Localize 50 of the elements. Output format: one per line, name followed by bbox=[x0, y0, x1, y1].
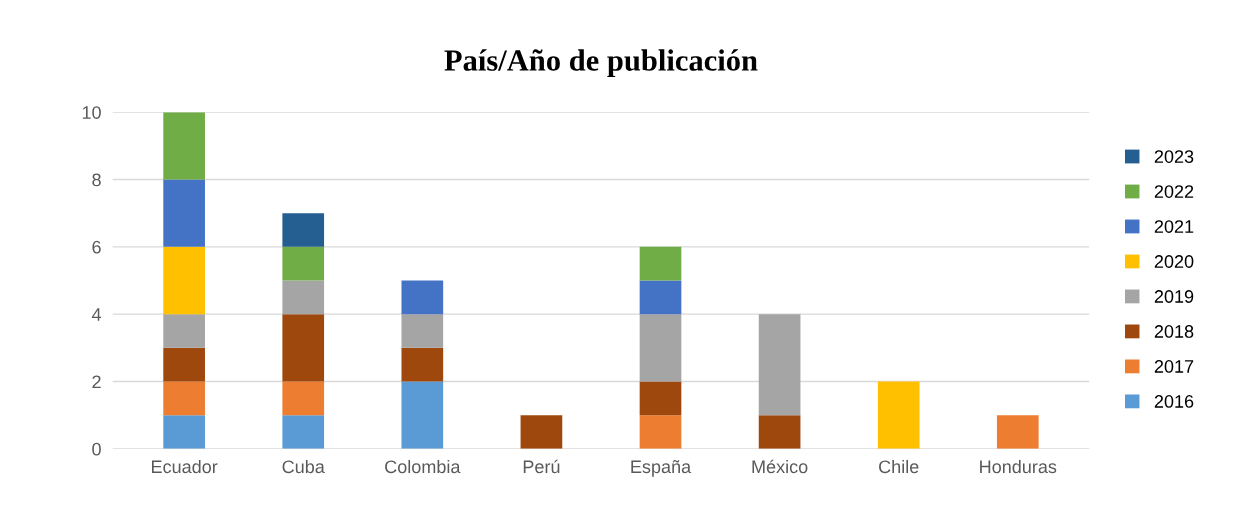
bar bbox=[520, 415, 563, 449]
bar bbox=[758, 314, 801, 416]
legend-label: 2023 bbox=[1154, 150, 1194, 163]
bar bbox=[401, 314, 444, 348]
bar bbox=[163, 246, 205, 315]
bar bbox=[163, 314, 205, 348]
bar bbox=[282, 314, 325, 382]
legend-label: 2018 bbox=[1154, 325, 1194, 338]
y-tick-label: 0 bbox=[92, 442, 101, 456]
x-tick-label: Cuba bbox=[282, 459, 325, 474]
y-tick-label: 2 bbox=[92, 375, 101, 389]
bar bbox=[996, 415, 1039, 449]
bar bbox=[401, 347, 444, 382]
bar bbox=[639, 246, 682, 281]
y-tick-label: 8 bbox=[92, 173, 101, 187]
legend-label: 2021 bbox=[1154, 220, 1194, 233]
bar bbox=[282, 213, 325, 247]
bar bbox=[282, 280, 325, 315]
legend-label: 2017 bbox=[1154, 360, 1194, 373]
bar bbox=[163, 179, 205, 247]
bar bbox=[163, 347, 205, 382]
bar bbox=[877, 381, 920, 449]
bar bbox=[639, 314, 682, 382]
chart-title: País/Año de publicación bbox=[444, 49, 758, 78]
x-tick-label: Honduras bbox=[980, 459, 1057, 474]
bar bbox=[163, 415, 205, 449]
bar bbox=[639, 415, 682, 449]
y-tick-label: 10 bbox=[82, 106, 101, 119]
bar bbox=[282, 415, 325, 449]
legend-label: 2019 bbox=[1154, 290, 1194, 303]
x-tick-label: España bbox=[631, 460, 692, 477]
bar bbox=[282, 381, 325, 416]
legend-label: 2020 bbox=[1154, 255, 1194, 268]
bar bbox=[401, 381, 444, 449]
legend-label: 2016 bbox=[1154, 395, 1194, 408]
y-tick-label: 6 bbox=[92, 240, 101, 254]
bar bbox=[639, 280, 682, 315]
legend-label: 2022 bbox=[1154, 185, 1194, 198]
x-tick-label: Chile bbox=[879, 459, 919, 474]
bar bbox=[163, 112, 205, 180]
x-tick-label: México bbox=[752, 459, 808, 474]
bar bbox=[758, 415, 801, 449]
y-tick-label: 4 bbox=[91, 308, 102, 321]
x-tick-label: Perú bbox=[523, 459, 560, 474]
bar bbox=[163, 381, 205, 416]
bar bbox=[401, 280, 444, 315]
bar bbox=[282, 246, 325, 281]
x-tick-label: Ecuador bbox=[151, 459, 218, 474]
x-tick-label: Colombia bbox=[385, 459, 461, 474]
bar bbox=[639, 381, 682, 416]
